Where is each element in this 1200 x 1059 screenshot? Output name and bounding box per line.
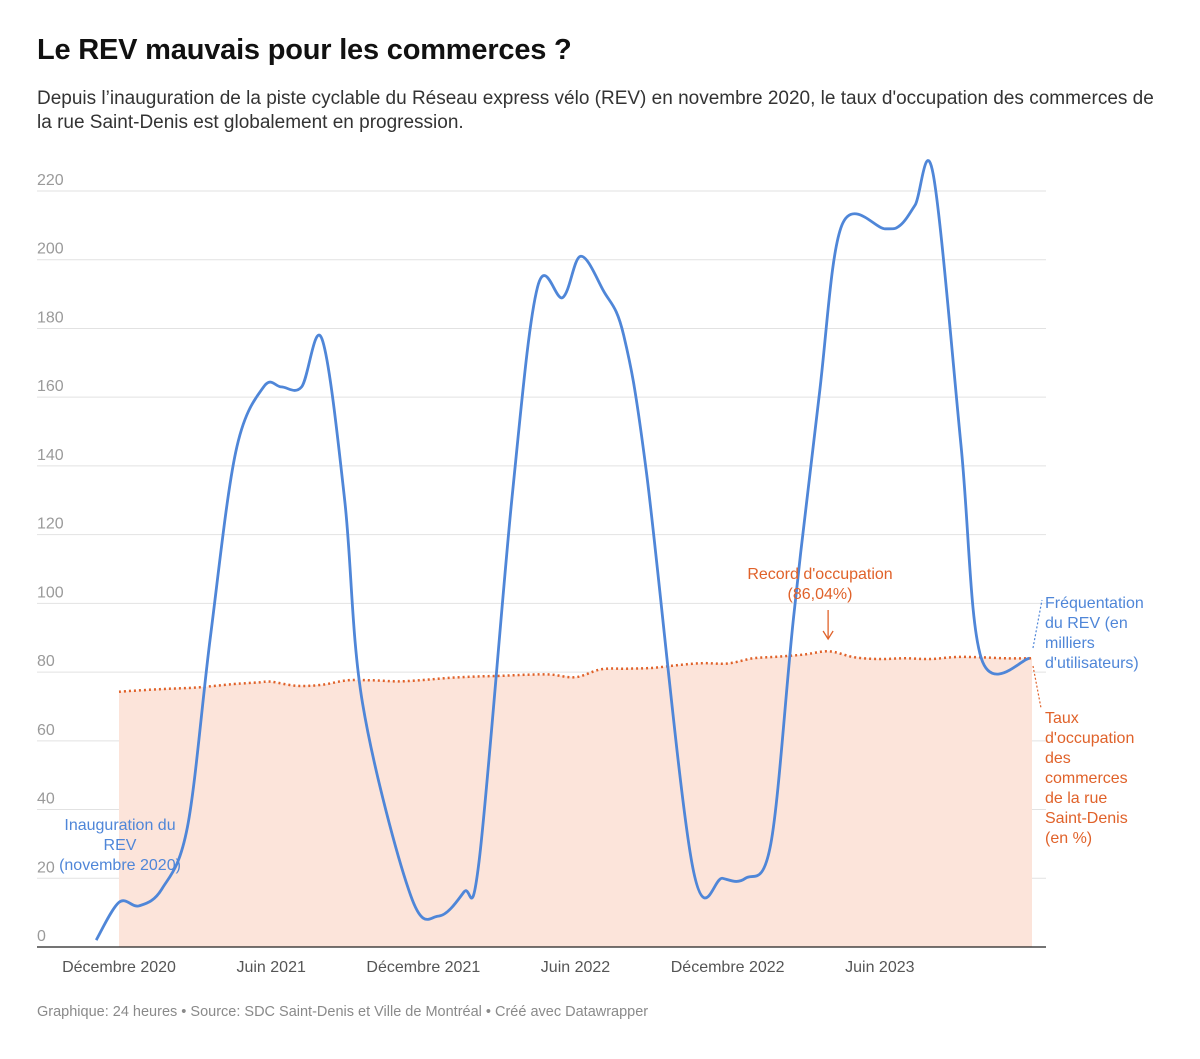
occupation-label-line-6: (en %)	[1045, 830, 1092, 847]
y-tick-label-60: 60	[37, 722, 55, 739]
y-tick-label-40: 40	[37, 791, 55, 808]
y-tick-label-180: 180	[37, 309, 64, 326]
record-arrow-head-icon	[822, 630, 834, 641]
chart-title: Le REV mauvais pour les commerces ?	[37, 34, 572, 66]
y-tick-label-200: 200	[37, 241, 64, 258]
frequentation-label-line-2: milliers	[1045, 635, 1095, 652]
frequentation-label-line-1: du REV (en	[1045, 615, 1128, 632]
occupation-label-line-2: des	[1045, 750, 1071, 767]
annotation-record-occupation: Record d'occupation (86,04%)	[747, 566, 893, 641]
frequentation-label-line-3: d'utilisateurs)	[1045, 655, 1139, 672]
y-tick-label-120: 120	[37, 516, 64, 533]
inauguration-text-line-1: REV	[104, 837, 137, 854]
occupation-label-line-3: commerces	[1045, 770, 1128, 787]
line-chart: 0 20 40 60 80 100 120 140 160 180 200 220 Décembre …	[37, 159, 1144, 976]
series-label-frequentation: Fréquentation du REV (en milliers d'utilisa…	[1032, 595, 1144, 672]
occupation-label-line-1: d'occupation	[1045, 730, 1134, 747]
y-tick-label-80: 80	[37, 653, 55, 670]
x-axis-tick-labels: Décembre 2020 Juin 2021 Décembre 2021 Juin …	[62, 959, 915, 976]
occupation-label-line-0: Taux	[1045, 710, 1079, 727]
y-tick-label-100: 100	[37, 584, 64, 601]
frequentation-series-line	[94, 159, 1030, 941]
frequentation-leader-line	[1032, 599, 1043, 649]
record-text-line-1: (86,04%)	[788, 586, 853, 603]
y-tick-label-220: 220	[37, 172, 64, 189]
occupation-label-line-5: Saint-Denis	[1045, 810, 1128, 827]
chart-footer-credit: Graphique: 24 heures • Source: SDC Saint…	[37, 1004, 649, 1020]
y-axis-tick-labels: 0 20 40 60 80 100 120 140 160 180 200 220	[37, 172, 64, 945]
annotation-inauguration: Inauguration du REV (novembre 2020)	[59, 817, 181, 874]
x-tick-label-4: Décembre 2022	[671, 959, 785, 976]
y-tick-label-20: 20	[37, 859, 55, 876]
occupation-series-line	[118, 650, 1033, 693]
occupation-leader-line	[1032, 665, 1042, 709]
series-label-occupation: Taux d'occupation des commerces de la rue Sai…	[1032, 665, 1134, 847]
x-tick-label-0: Décembre 2020	[62, 959, 176, 976]
inauguration-text-line-2: (novembre 2020)	[59, 857, 181, 874]
occupation-area-fill	[119, 651, 1032, 947]
x-tick-label-2: Décembre 2021	[366, 959, 480, 976]
y-tick-label-0: 0	[37, 928, 46, 945]
y-tick-label-140: 140	[37, 447, 64, 464]
x-tick-label-3: Juin 2022	[541, 959, 610, 976]
chart-subtitle: Depuis l’inauguration de la piste cyclab…	[37, 88, 1154, 133]
record-text-line-0: Record d'occupation	[747, 566, 892, 583]
x-tick-label-1: Juin 2021	[236, 959, 305, 976]
x-tick-label-5: Juin 2023	[845, 959, 914, 976]
y-tick-label-160: 160	[37, 378, 64, 395]
inauguration-text-line-0: Inauguration du	[64, 817, 175, 834]
occupation-label-line-4: de la rue	[1045, 790, 1107, 807]
frequentation-label-line-0: Fréquentation	[1045, 595, 1144, 612]
